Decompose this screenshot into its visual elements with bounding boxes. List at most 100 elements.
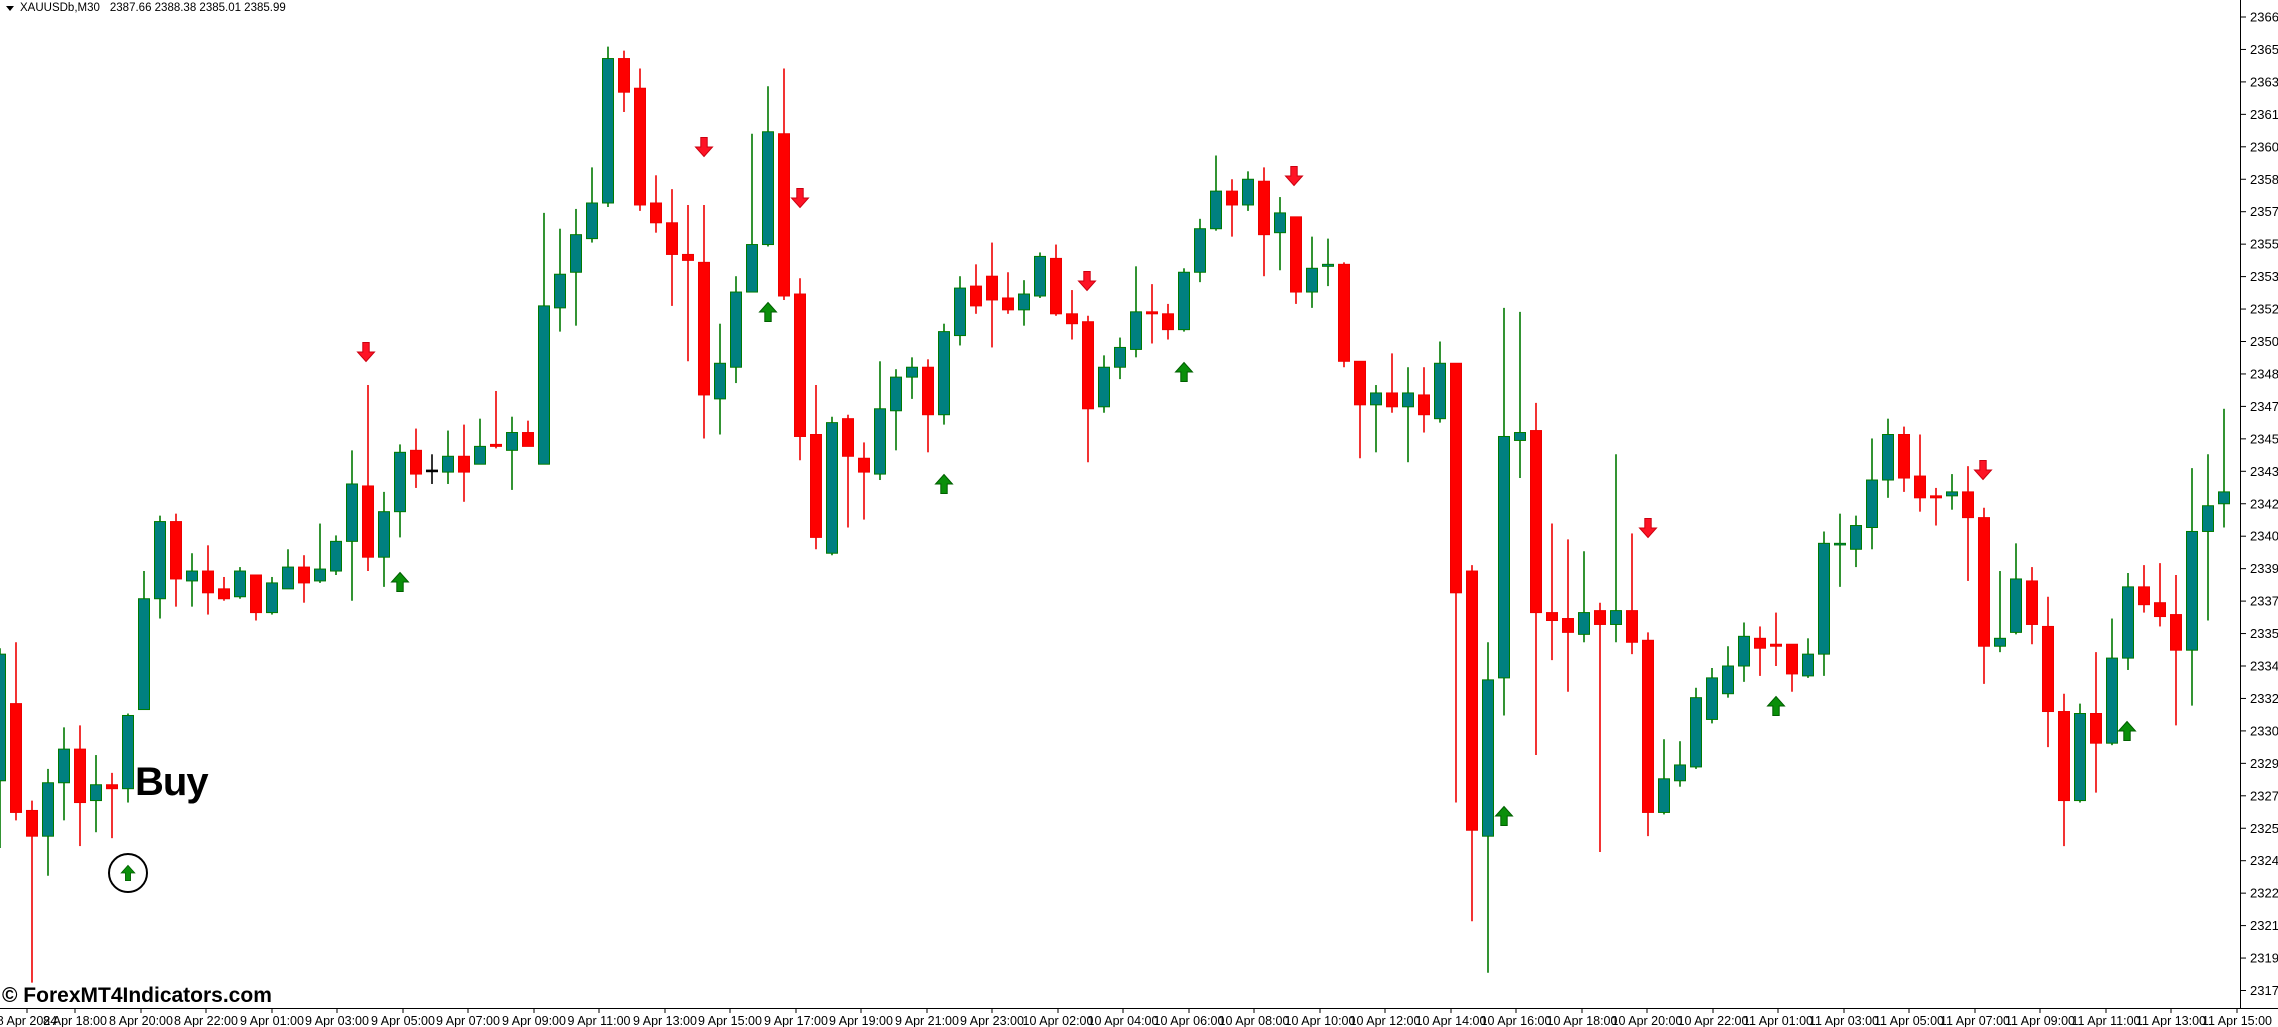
candle bbox=[186, 553, 198, 607]
sell-arrow-icon[interactable] bbox=[1284, 166, 1304, 187]
price-axis[interactable]: 2366.90 2365.25 2363.60 2361.95 2360.35 2358.… bbox=[2240, 10, 2278, 999]
sell-arrow-icon[interactable] bbox=[790, 188, 810, 209]
sell-arrow-icon[interactable] bbox=[694, 137, 714, 158]
time-tick-label: 11 Apr 15:00 bbox=[2202, 1014, 2272, 1027]
candle bbox=[906, 357, 918, 399]
candle bbox=[1258, 167, 1270, 277]
sell-arrow-icon[interactable] bbox=[1973, 460, 1993, 481]
time-tick-label: 10 Apr 06:00 bbox=[1154, 1014, 1225, 1027]
candle bbox=[2106, 618, 2118, 746]
candle bbox=[938, 323, 950, 425]
candle bbox=[842, 414, 854, 528]
candle bbox=[2218, 408, 2230, 528]
candle bbox=[1306, 236, 1318, 308]
dropdown-arrow-icon[interactable] bbox=[6, 5, 14, 11]
candle bbox=[522, 420, 534, 447]
candle bbox=[1194, 218, 1206, 283]
price-tick-label: 2317.70 bbox=[2250, 983, 2278, 998]
candle bbox=[762, 86, 774, 247]
time-tick-label: 10 Apr 08:00 bbox=[1219, 1014, 1290, 1027]
buy-arrow-icon[interactable] bbox=[1766, 695, 1786, 716]
time-tick-label: 10 Apr 20:00 bbox=[1612, 1014, 1683, 1027]
candle bbox=[1706, 667, 1718, 724]
price-tick-label: 2337.40 bbox=[2250, 594, 2278, 609]
candle bbox=[1802, 638, 1814, 678]
candle bbox=[570, 208, 582, 326]
time-tick-label: 10 Apr 18:00 bbox=[1547, 1014, 1618, 1027]
price-tick-label: 2360.35 bbox=[2250, 139, 2278, 154]
buy-arrow-icon[interactable] bbox=[1174, 361, 1194, 382]
candle bbox=[506, 416, 518, 490]
time-tick-label: 9 Apr 03:00 bbox=[305, 1014, 369, 1027]
price-tick-label: 2335.75 bbox=[2250, 626, 2278, 641]
candle bbox=[170, 513, 182, 607]
price-tick-label: 2363.60 bbox=[2250, 74, 2278, 89]
time-tick-label: 9 Apr 09:00 bbox=[502, 1014, 566, 1027]
candle bbox=[1754, 626, 1766, 676]
time-tick-label: 10 Apr 12:00 bbox=[1350, 1014, 1421, 1027]
candle bbox=[1514, 311, 1526, 479]
chart-ohlc-values: 2387.66 2388.38 2385.01 2385.99 bbox=[109, 2, 286, 14]
buy-arrow-icon[interactable] bbox=[2117, 720, 2137, 741]
candle bbox=[314, 523, 326, 583]
candle bbox=[890, 369, 902, 451]
price-tick-label: 2365.25 bbox=[2250, 42, 2278, 57]
candle bbox=[650, 175, 662, 233]
candle bbox=[426, 454, 438, 484]
candle bbox=[1418, 367, 1430, 433]
circled-buy-arrow[interactable] bbox=[108, 853, 148, 893]
time-tick-label: 10 Apr 02:00 bbox=[1023, 1014, 1094, 1027]
buy-arrow-icon[interactable] bbox=[934, 473, 954, 494]
buy-arrow-icon[interactable] bbox=[1494, 805, 1514, 826]
candle bbox=[2186, 468, 2198, 706]
candle bbox=[1690, 687, 1702, 769]
buy-annotation: Buy bbox=[135, 760, 209, 804]
candle bbox=[42, 768, 54, 876]
price-tick-label: 2358.70 bbox=[2250, 172, 2278, 187]
candle bbox=[826, 416, 838, 556]
candle bbox=[2026, 567, 2038, 645]
candle bbox=[1402, 367, 1414, 463]
time-tick-label: 10 Apr 14:00 bbox=[1416, 1014, 1487, 1027]
candle bbox=[346, 450, 358, 601]
candle bbox=[1930, 487, 1942, 526]
buy-arrow-icon[interactable] bbox=[390, 571, 410, 592]
candle bbox=[1082, 315, 1094, 463]
candle bbox=[2074, 703, 2086, 803]
candle bbox=[602, 46, 614, 207]
price-tick-label: 2327.55 bbox=[2250, 788, 2278, 803]
candle bbox=[1674, 741, 1686, 787]
candle bbox=[1962, 466, 1974, 581]
candle bbox=[1546, 523, 1558, 661]
price-tick-label: 2339.05 bbox=[2250, 561, 2278, 576]
candle bbox=[1130, 266, 1142, 358]
candle bbox=[474, 418, 486, 465]
candle bbox=[2122, 573, 2134, 670]
candle bbox=[490, 390, 502, 449]
candle bbox=[122, 713, 134, 803]
time-tick-label: 11 Apr 01:00 bbox=[1743, 1014, 1813, 1027]
candle bbox=[250, 574, 262, 621]
time-tick-label: 8 Apr 2024 bbox=[0, 1014, 57, 1027]
candle bbox=[458, 424, 470, 502]
candle bbox=[394, 444, 406, 538]
sell-arrow-icon[interactable] bbox=[356, 342, 376, 363]
sell-arrow-icon[interactable] bbox=[1638, 518, 1658, 539]
candle bbox=[138, 571, 150, 711]
candle bbox=[618, 50, 630, 112]
time-tick-label: 8 Apr 20:00 bbox=[109, 1014, 173, 1027]
candle bbox=[922, 359, 934, 453]
candle bbox=[1994, 571, 2006, 653]
candle bbox=[1738, 622, 1750, 682]
sell-arrow-icon[interactable] bbox=[1077, 271, 1097, 292]
candle bbox=[714, 323, 726, 435]
time-tick-label: 10 Apr 04:00 bbox=[1088, 1014, 1159, 1027]
candle bbox=[106, 772, 118, 839]
buy-arrow-icon[interactable] bbox=[758, 301, 778, 322]
time-tick-label: 8 Apr 22:00 bbox=[174, 1014, 238, 1027]
price-tick-label: 2353.75 bbox=[2250, 269, 2278, 284]
candle bbox=[1178, 268, 1190, 332]
